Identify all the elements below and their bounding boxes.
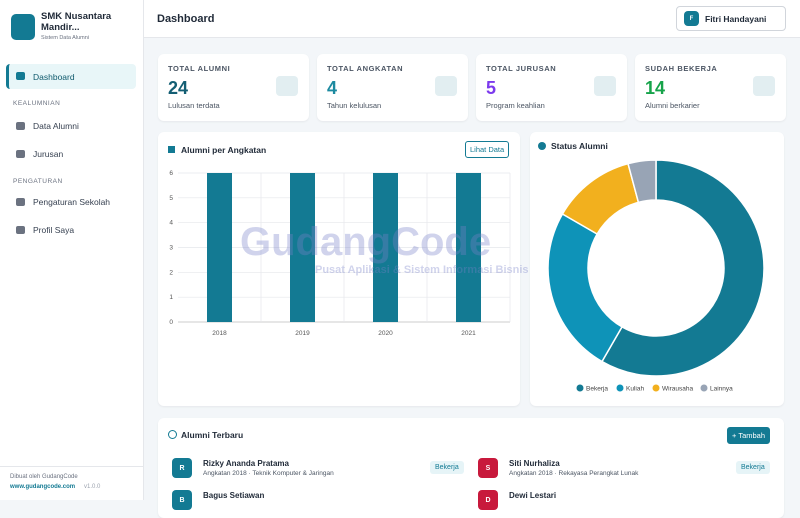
legend-label: Lainnya [710, 386, 733, 393]
legend-swatch [616, 384, 624, 392]
stat-label: TOTAL ANGKATAN [327, 64, 404, 73]
legend-swatch [652, 384, 660, 392]
sidebar: SMK Nusantara Mandir... Sistem Data Alum… [0, 0, 144, 500]
stat-icon [276, 76, 298, 96]
menu-section: PENGATURAN [13, 178, 63, 185]
x-tick-label: 2018 [212, 330, 227, 337]
stat-card: TOTAL ALUMNI 24 Lulusan terdata [158, 54, 309, 121]
chart-title: Alumni per Angkatan [181, 145, 267, 155]
footer-url[interactable]: www.gudangcode.com [10, 484, 76, 490]
x-tick-label: 2019 [295, 330, 310, 337]
row-avatar: B [172, 490, 192, 510]
row-name: Dewi Lestari [509, 491, 557, 500]
recent-title: Alumni Terbaru [181, 430, 244, 440]
y-tick-label: 1 [169, 294, 173, 301]
stat-card: TOTAL JURUSAN 5 Program keahlian [476, 54, 627, 121]
y-tick-label: 0 [169, 319, 173, 326]
y-tick-label: 3 [169, 245, 173, 252]
stat-card: TOTAL ANGKATAN 4 Tahun kelulusan [317, 54, 468, 121]
y-tick-label: 5 [169, 195, 173, 202]
donut-slice [547, 212, 624, 363]
menu-label[interactable]: Data Alumni [33, 121, 79, 131]
legend-label: Bekerja [586, 386, 608, 393]
menu-section: KEALUMNIAN [13, 100, 61, 107]
menu-label[interactable]: Pengaturan Sekolah [33, 197, 111, 207]
watermark: GudangCode [240, 220, 492, 264]
bar [290, 173, 315, 322]
legend-swatch [700, 384, 708, 392]
footer-credit: Dibuat oleh GudangCode [10, 474, 78, 480]
page-title: Dashboard [157, 13, 215, 25]
stat-caption: Program keahlian [486, 101, 545, 110]
user-name: Fitri Handayani [705, 14, 767, 24]
user-avatar: F [684, 11, 699, 26]
row-name: Rizky Ananda Pratama [203, 459, 289, 468]
stat-icon [594, 76, 616, 96]
bar [207, 173, 232, 322]
x-tick-label: 2020 [378, 330, 393, 337]
header: Dashboard F Fitri Handayani [144, 0, 800, 38]
stat-label: TOTAL ALUMNI [168, 64, 231, 73]
stat-value: 5 [486, 78, 497, 98]
legend-swatch [576, 384, 584, 392]
charts: 0 1 2 3 4 5 6 2018 2019 2020 2021 Bekerja Kuliah Wira… [169, 159, 765, 393]
donut-slice [600, 159, 765, 377]
stat-icon [753, 76, 775, 96]
bar [373, 173, 398, 322]
stat-value: 4 [327, 78, 338, 98]
stat-caption: Lulusan terdata [168, 101, 220, 110]
donut-slice [627, 159, 657, 204]
row-detail: Angkatan 2018 · Teknik Komputer & Jaring… [203, 470, 334, 477]
legend-label: Wirausaha [662, 386, 693, 393]
menu-item-active[interactable] [6, 64, 136, 89]
add-button[interactable]: + Tambah [727, 427, 771, 444]
row-name: Bagus Setiawan [203, 491, 265, 500]
school-name: SMK Nusantara Mandir... [41, 11, 112, 33]
view-button[interactable]: Lihat Data [465, 141, 510, 158]
chart-title: Status Alumni [551, 141, 608, 151]
logo [11, 14, 35, 40]
y-tick-label: 4 [169, 220, 173, 227]
row-name: Siti Nurhaliza [509, 459, 560, 468]
menu-label[interactable]: Dashboard [33, 72, 75, 82]
y-tick-label: 6 [169, 170, 173, 177]
y-tick-label: 2 [169, 269, 173, 276]
footer-version: v1.0.0 [84, 484, 101, 490]
stat-value: 14 [645, 78, 666, 98]
school-subtitle: Sistem Data Alumni [41, 35, 89, 41]
legend-label: Kuliah [626, 386, 644, 393]
x-tick-label: 2021 [461, 330, 476, 337]
stat-label: SUDAH BEKERJA [645, 64, 718, 73]
stat-value: 24 [168, 78, 189, 98]
stat-caption: Alumni berkarier [645, 101, 700, 110]
recent-card: Alumni Terbaru + Tambah R Rizky Ananda Pr… [158, 418, 784, 518]
bar [456, 173, 481, 322]
stat-caption: Tahun kelulusan [327, 101, 382, 110]
stat-card: SUDAH BEKERJA 14 Alumni berkarier [635, 54, 786, 121]
stat-label: TOTAL JURUSAN [486, 64, 557, 73]
menu-label[interactable]: Jurusan [33, 149, 64, 159]
watermark-tagline: Pusat Aplikasi & Sistem Informasi Bisnis [315, 264, 529, 276]
stat-icon [435, 76, 457, 96]
row-avatar: R [172, 458, 192, 478]
row-avatar: D [478, 490, 498, 510]
row-status: Bekerja [430, 461, 464, 474]
row-status: Bekerja [736, 461, 770, 474]
user-menu[interactable]: F Fitri Handayani [676, 6, 786, 31]
menu-label[interactable]: Profil Saya [33, 225, 75, 235]
row-detail: Angkatan 2018 · Rekayasa Perangkat Lunak [509, 470, 639, 477]
row-avatar: S [478, 458, 498, 478]
